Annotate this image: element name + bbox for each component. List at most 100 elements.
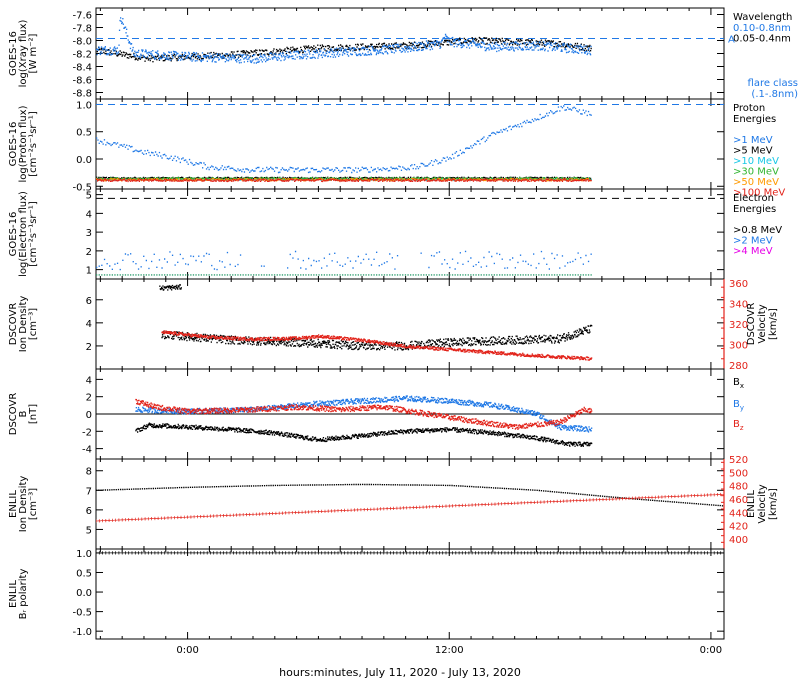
legend-title: Electron bbox=[733, 193, 774, 204]
legend-title: Energies bbox=[733, 114, 776, 125]
y-label-line: [km/s] bbox=[768, 308, 779, 340]
y-ticks-right: 280 300 320 340 360 bbox=[721, 279, 748, 372]
series--0-8-mev bbox=[96, 251, 592, 269]
y-tick-label: 5 bbox=[86, 525, 92, 536]
y-tick-label: -2 bbox=[82, 427, 92, 438]
y-tick-label: 2 bbox=[86, 393, 92, 404]
y-tick-label: 0.0 bbox=[76, 155, 92, 166]
panel-frame bbox=[96, 459, 724, 549]
y-tick-label: -4 bbox=[82, 445, 92, 456]
series-layer bbox=[96, 18, 592, 63]
y-label-line: [cm⁻²s⁻¹sr⁻¹] bbox=[28, 201, 39, 267]
panel-proton: -0.5 0.0 0.5 1.0 GOES-16 log(Proton flux) [cm⁻… bbox=[8, 99, 785, 199]
y-tick-label: -8.2 bbox=[72, 50, 92, 61]
y-label-line: Bᵣ polarity bbox=[18, 569, 29, 620]
y-tick-label: 6 bbox=[86, 506, 92, 517]
y-tick-label: -8.8 bbox=[72, 89, 92, 100]
legend-entry: >30 MeV bbox=[733, 167, 779, 178]
panel-dscovr_b: -4 -2 0 2 4 DSCOVR B [nT] Bx By Bz bbox=[8, 369, 744, 459]
y-tick-label: 1.0 bbox=[76, 549, 92, 560]
y-tick-label: -0.5 bbox=[72, 608, 92, 619]
series-polarity bbox=[94, 551, 725, 554]
y-tick-label: 0.0 bbox=[76, 588, 92, 599]
y-axis-label: DSCOVR Ion Density [cm⁻³] bbox=[8, 296, 39, 353]
y-axis-label: DSCOVR B [nT] bbox=[8, 393, 39, 436]
y-label-line: [W m⁻²] bbox=[28, 33, 39, 73]
legend-entry: >10 MeV bbox=[733, 156, 779, 167]
y-ticks-left: 5 6 7 8 bbox=[86, 467, 724, 537]
y-tick-label: 2 bbox=[86, 247, 92, 258]
y-tick-label-right: 360 bbox=[729, 279, 748, 290]
y-axis-label-right: ENLIL Velocity [km/s] bbox=[746, 484, 779, 523]
y-tick-label: 4 bbox=[86, 319, 92, 330]
legend-entry: 0.10-0.8nm bbox=[733, 23, 791, 34]
x-tick-label: 0:00 bbox=[700, 645, 722, 656]
legend-entry: >5 MeV bbox=[733, 146, 773, 157]
panel-frame bbox=[96, 189, 724, 279]
legend-title: Proton bbox=[733, 103, 765, 114]
y-tick-label: 0.5 bbox=[76, 568, 92, 579]
legend-entry: >1 MeV bbox=[733, 135, 773, 146]
panel-frame bbox=[96, 8, 724, 99]
legend-title: Energies bbox=[733, 204, 776, 215]
panel-frame bbox=[96, 279, 724, 369]
y-axis-label: GOES-16 log(Proton flux) [cm⁻²s⁻¹sr⁻¹] bbox=[8, 105, 39, 182]
y-tick-label-right: 400 bbox=[729, 535, 748, 546]
series-layer bbox=[96, 251, 592, 275]
y-tick-label: 6 bbox=[86, 296, 92, 307]
legend-entry: 0.05-0.4nm bbox=[733, 34, 791, 45]
y-axis-label: ENLIL Bᵣ polarity bbox=[8, 569, 29, 620]
x-ticks bbox=[100, 99, 711, 189]
legend-extra: flare class bbox=[748, 78, 798, 89]
y-ticks-left: -8.8 -8.6 -8.4 -8.2 -8.0 -7.8 -7.6 bbox=[72, 11, 724, 100]
legend-title: Wavelength bbox=[733, 12, 792, 23]
y-label-line: [cm⁻³] bbox=[28, 488, 39, 520]
legend-entry: Bx bbox=[733, 377, 744, 390]
panel-frame bbox=[96, 99, 724, 189]
y-axis-label: GOES-16 log(Electron flux) [cm⁻²s⁻¹sr⁻¹] bbox=[8, 191, 39, 277]
y-tick-label: 0 bbox=[86, 410, 92, 421]
panel-frame bbox=[96, 549, 724, 639]
x-axis-label: hours:minutes, July 11, 2020 - July 13, … bbox=[279, 666, 521, 679]
y-tick-label: -7.8 bbox=[72, 24, 92, 35]
y-tick-label-right: 500 bbox=[729, 468, 748, 479]
panel-enlil_polarity: -1.0 -0.5 0.0 0.5 1.0 ENLIL Bᵣ polarity bbox=[8, 549, 726, 639]
legend-entry: Bz bbox=[733, 419, 744, 432]
y-tick-label-right: 280 bbox=[729, 361, 748, 372]
x-ticks bbox=[100, 279, 711, 369]
legend: BxByBz bbox=[733, 377, 744, 432]
series-density bbox=[96, 484, 723, 505]
legend-entry: >50 MeV bbox=[733, 177, 779, 188]
y-label-line: Velocity bbox=[757, 484, 768, 523]
series-layer bbox=[135, 396, 592, 446]
series-layer bbox=[94, 484, 725, 522]
y-tick-label: 7 bbox=[86, 486, 92, 497]
panel-electron: 1 2 3 4 5 GOES-16 log(Electron flux) [cm⁻²s⁻¹sr… bbox=[8, 189, 782, 279]
series-layer bbox=[159, 285, 592, 360]
y-label-line: DSCOVR bbox=[746, 303, 757, 346]
y-ticks-left: -1.0-0.50.00.51.0 bbox=[72, 549, 724, 638]
series-layer bbox=[96, 106, 592, 181]
legend-extra: (.1-.8nm) bbox=[751, 89, 798, 100]
y-label-line: ENLIL bbox=[746, 490, 757, 518]
y-tick-label: 1.0 bbox=[76, 100, 92, 111]
x-tick-label: 0:00 bbox=[176, 645, 198, 656]
y-tick-label: 1 bbox=[86, 266, 92, 277]
y-ticks-left: 2 4 6 bbox=[86, 296, 724, 353]
y-axis-label: ENLIL Ion Density [cm⁻³] bbox=[8, 476, 39, 533]
y-tick-label: -8.6 bbox=[72, 76, 92, 87]
x-ticks bbox=[100, 189, 711, 279]
panel-xray: -8.8 -8.6 -8.4 -8.2 -8.0 -7.8 -7.6 GOES-16 log(X… bbox=[8, 8, 798, 100]
y-tick-label: 3 bbox=[86, 228, 92, 239]
y-tick-label: -8.4 bbox=[72, 63, 92, 74]
y-label-line: [cm⁻³] bbox=[28, 308, 39, 340]
y-label-line: Velocity bbox=[757, 304, 768, 343]
series-velocity bbox=[161, 331, 592, 360]
y-tick-label: -7.6 bbox=[72, 11, 92, 22]
y-tick-label: 0.5 bbox=[76, 128, 92, 139]
y-tick-label: -8.0 bbox=[72, 37, 92, 48]
